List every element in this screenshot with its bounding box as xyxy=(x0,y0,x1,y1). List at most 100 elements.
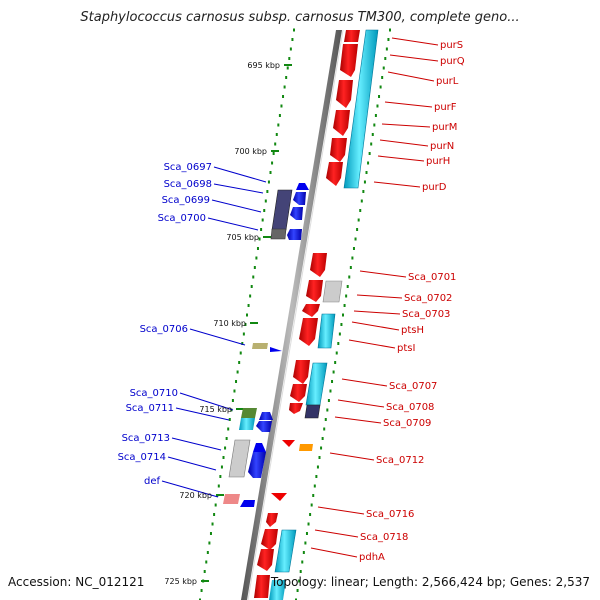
gene-label-purQ[interactable]: purQ xyxy=(440,56,465,67)
track-dot xyxy=(373,123,376,127)
track-dot xyxy=(224,446,227,450)
track-dot xyxy=(227,427,230,431)
track-dot xyxy=(213,513,216,516)
track-dot xyxy=(367,161,370,165)
track-dot xyxy=(280,104,283,108)
gene-label-ptsI[interactable]: ptsI xyxy=(397,343,415,354)
track-dot xyxy=(352,247,355,250)
gene-label-Sca_0710[interactable]: Sca_0710 xyxy=(130,388,178,399)
gene-label-Sca_0714[interactable]: Sca_0714 xyxy=(118,452,166,463)
leader-line xyxy=(387,71,435,82)
gene-label-purM[interactable]: purM xyxy=(432,122,457,133)
gene-arrow-purL xyxy=(336,80,353,108)
track-dot xyxy=(242,332,245,336)
cds-band-Sca_0707 xyxy=(305,362,328,406)
gene-arrow-Sca_0700b xyxy=(287,229,302,240)
cds-band-ptsI xyxy=(317,313,336,349)
gene-label-purH[interactable]: purH xyxy=(426,156,450,167)
gene-label-Sca_0699[interactable]: Sca_0699 xyxy=(162,195,210,206)
track-dot xyxy=(335,351,338,355)
leader-line xyxy=(356,294,403,299)
kbp-label: 705 kbp xyxy=(226,233,259,242)
track-dot xyxy=(282,95,285,98)
track-dot xyxy=(200,589,203,592)
track-dot xyxy=(356,228,359,231)
track-dot xyxy=(329,389,332,393)
track-dot xyxy=(345,294,348,298)
gene-arrow-Sca_0706 xyxy=(270,347,282,352)
track-dot xyxy=(266,190,269,193)
track-dot xyxy=(368,152,371,155)
track-dot xyxy=(217,484,220,488)
track-dot xyxy=(208,541,211,545)
track-dot xyxy=(338,332,341,336)
forward-gene-blocks xyxy=(254,29,379,600)
gene-label-ptsH[interactable]: ptsH xyxy=(401,325,424,336)
gene-label-Sca_0709[interactable]: Sca_0709 xyxy=(383,418,431,429)
gene-label-purL[interactable]: purL xyxy=(436,76,459,87)
track-dot xyxy=(326,408,329,412)
track-dot xyxy=(222,456,225,459)
track-dot xyxy=(211,522,214,526)
gene-arrow-Sca_0708 xyxy=(290,384,307,402)
track-dot xyxy=(288,57,291,60)
track-dot xyxy=(304,541,307,545)
track-dot xyxy=(389,28,391,32)
track-dot xyxy=(272,152,275,155)
track-dot xyxy=(260,228,263,231)
gene-label-Sca_0713[interactable]: Sca_0713 xyxy=(122,433,170,444)
gene-label-pdhA[interactable]: pdhA xyxy=(359,552,385,563)
gene-label-Sca_0718[interactable]: Sca_0718 xyxy=(360,532,408,543)
gene-label-purF[interactable]: purF xyxy=(434,102,457,113)
leader-line xyxy=(389,54,439,62)
gene-label-Sca_0711[interactable]: Sca_0711 xyxy=(126,403,174,414)
gene-arrow-Sca_0710 xyxy=(259,412,273,420)
gene-label-Sca_0702[interactable]: Sca_0702 xyxy=(404,293,452,304)
gene-label-Sca_0698[interactable]: Sca_0698 xyxy=(164,179,212,190)
gene-arrow-Sca_0698 xyxy=(296,183,309,190)
leader-line xyxy=(329,452,375,461)
track-dot xyxy=(360,199,363,203)
gene-label-Sca_0697[interactable]: Sca_0697 xyxy=(164,162,212,173)
leader-line xyxy=(167,456,217,471)
track-dot xyxy=(365,171,368,174)
gene-arrow-ptsI xyxy=(299,318,318,346)
gene-label-Sca_0708[interactable]: Sca_0708 xyxy=(386,402,434,413)
gene-arrow-purQ xyxy=(340,44,358,77)
gene-box-Sca_0697 xyxy=(271,189,293,231)
gene-label-purN[interactable]: purN xyxy=(430,141,454,152)
gene-label-purD[interactable]: purD xyxy=(422,182,447,193)
track-dot xyxy=(235,380,238,383)
gene-label-Sca_0700[interactable]: Sca_0700 xyxy=(158,213,206,224)
track-dot xyxy=(269,171,272,174)
gene-label-Sca_0706[interactable]: Sca_0706 xyxy=(140,324,188,335)
gene-label-purS[interactable]: purS xyxy=(440,40,463,51)
track-dot xyxy=(359,209,362,212)
genome-summary-text: Topology: linear; Length: 2,566,424 bp; … xyxy=(270,575,590,589)
track-dot xyxy=(376,104,379,108)
gene-arrow-pdhA2 xyxy=(257,549,274,571)
track-dot xyxy=(302,551,305,554)
track-dot xyxy=(295,598,297,600)
track-dot xyxy=(324,418,327,421)
gene-label-Sca_0716[interactable]: Sca_0716 xyxy=(366,509,414,520)
gene-label-def[interactable]: def xyxy=(144,476,161,487)
gene-label-Sca_0701[interactable]: Sca_0701 xyxy=(408,272,456,283)
track-dot xyxy=(320,446,323,450)
leader-line xyxy=(310,547,358,558)
leader-line xyxy=(207,217,259,231)
kbp-label: 715 kbp xyxy=(199,405,232,414)
track-dot xyxy=(381,76,384,79)
track-dot xyxy=(299,570,302,573)
track-dot xyxy=(321,437,324,440)
track-dot xyxy=(275,133,278,136)
leader-line xyxy=(171,437,222,451)
gene-label-Sca_0707[interactable]: Sca_0707 xyxy=(389,381,437,392)
leader-line xyxy=(175,407,230,421)
gene-label-Sca_0703[interactable]: Sca_0703 xyxy=(402,309,450,320)
gene-arrow-Sca_0712a xyxy=(282,440,295,447)
track-dot xyxy=(214,503,217,507)
track-dot xyxy=(374,114,377,117)
track-dot xyxy=(363,180,366,184)
gene-label-Sca_0712[interactable]: Sca_0712 xyxy=(376,455,424,466)
